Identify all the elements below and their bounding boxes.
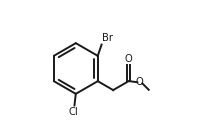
Text: Br: Br: [102, 34, 113, 44]
Text: O: O: [136, 77, 144, 87]
Text: O: O: [125, 54, 132, 64]
Text: Cl: Cl: [68, 107, 78, 117]
